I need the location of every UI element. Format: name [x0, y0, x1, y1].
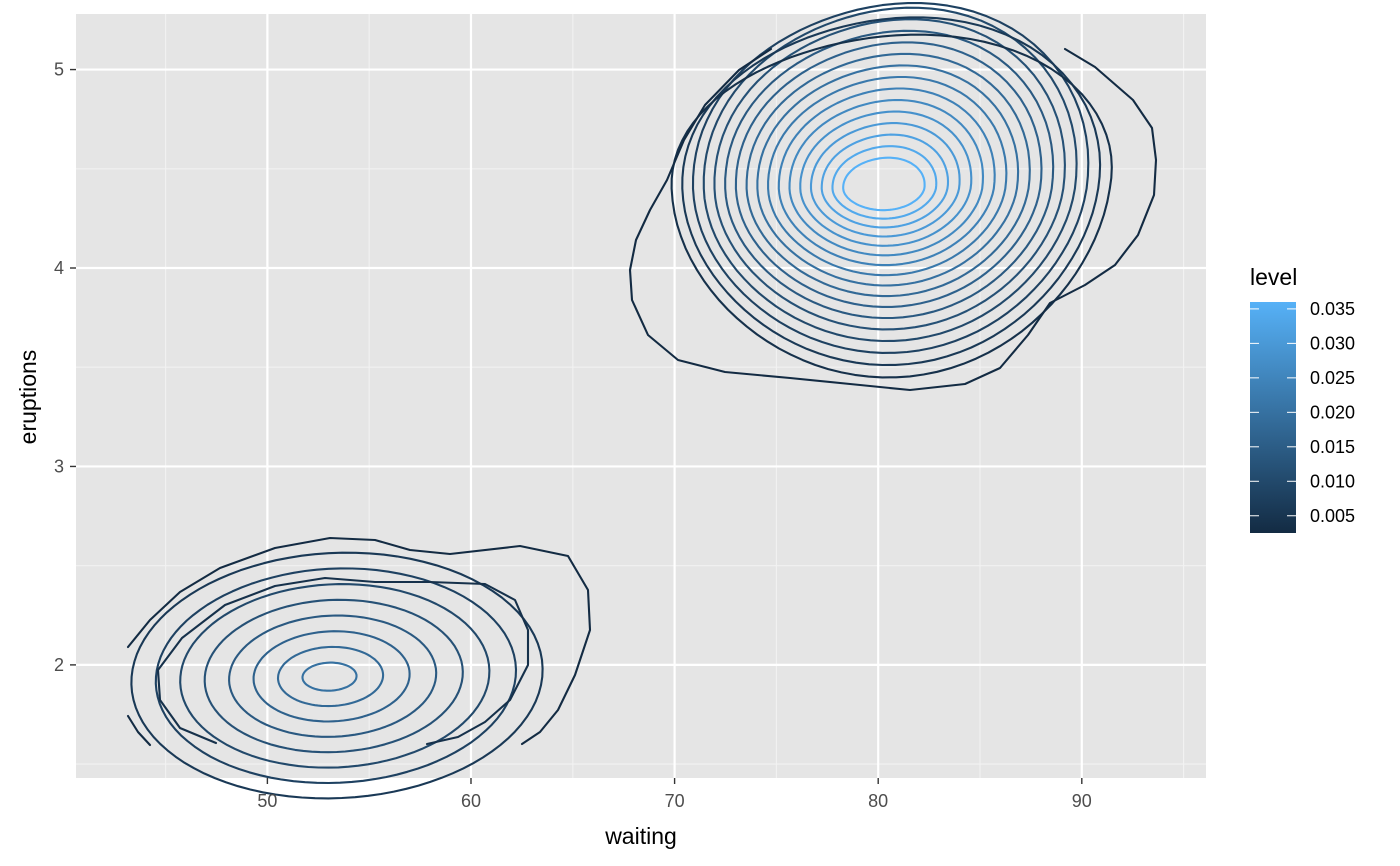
legend-label: 0.005	[1310, 506, 1355, 526]
legend-label: 0.010	[1310, 471, 1355, 491]
contour-line	[734, 41, 1043, 308]
contour-line	[126, 714, 152, 747]
legend-label: 0.020	[1310, 402, 1355, 422]
contour-line	[252, 630, 411, 723]
x-axis: 50 60 70 80 90	[257, 778, 1092, 811]
contour-line	[670, 33, 1113, 379]
x-tick-label: 80	[868, 791, 888, 811]
contour-line	[681, 16, 1102, 367]
contour-line	[777, 87, 996, 267]
contour-line	[228, 614, 438, 738]
contour-line	[767, 75, 1008, 277]
contour-line	[756, 64, 1020, 287]
contour-line	[842, 156, 926, 212]
contour-line	[745, 52, 1031, 298]
y-tick-label: 5	[54, 60, 64, 80]
x-tick-label: 60	[461, 791, 481, 811]
contour-line	[831, 145, 938, 220]
legend-label: 0.030	[1310, 333, 1355, 353]
legend-ticks: 0.005 0.010 0.015 0.020 0.025 0.030 0.035	[1250, 299, 1355, 526]
legend-label: 0.025	[1310, 368, 1355, 388]
contour-line	[809, 122, 961, 238]
contour-line	[126, 536, 592, 746]
y-tick-label: 2	[54, 655, 64, 675]
legend-title: level	[1250, 264, 1297, 290]
contour-line	[799, 110, 973, 247]
major-gridlines	[76, 14, 1206, 778]
legend-colorbar	[1250, 302, 1296, 533]
x-axis-title: waiting	[604, 823, 677, 849]
legend: level 0.005 0.010 0.015 0.020 0.025 0.030 0.03…	[1250, 264, 1355, 533]
y-tick-label: 4	[54, 258, 64, 278]
contour-line	[713, 18, 1066, 331]
y-axis-title: eruptions	[15, 350, 41, 445]
contour-line	[203, 598, 464, 754]
contour-line	[301, 661, 358, 692]
contour-line	[156, 576, 530, 746]
x-tick-label: 70	[665, 791, 685, 811]
contour-line	[788, 98, 985, 257]
legend-label: 0.015	[1310, 437, 1355, 457]
x-tick-label: 90	[1072, 791, 1092, 811]
contour-line	[276, 645, 385, 708]
y-axis: 2 3 4 5	[54, 60, 76, 675]
contour-lines	[126, 2, 1158, 800]
legend-label: 0.035	[1310, 299, 1355, 319]
contour-line	[154, 567, 518, 785]
contour-line	[179, 583, 491, 769]
contour-line	[130, 551, 544, 800]
x-tick-label: 50	[257, 791, 277, 811]
panel-background	[76, 14, 1206, 778]
contour-line	[724, 29, 1055, 320]
contour-line	[702, 6, 1078, 343]
y-tick-label: 3	[54, 456, 64, 476]
contour-line	[820, 133, 950, 229]
contour-line	[628, 47, 1158, 392]
contour-line	[691, 2, 1090, 354]
